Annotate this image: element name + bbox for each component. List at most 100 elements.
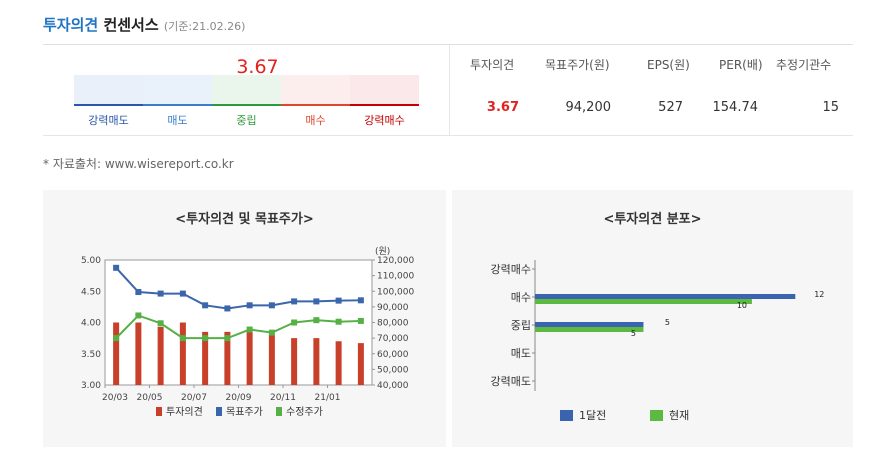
gauge-label-strong-buy: 강력매수 [364, 114, 405, 127]
legend-swatch [650, 410, 663, 421]
summary-header-per: PER(배) [719, 58, 763, 72]
target-price-point [179, 290, 186, 297]
adjusted-price-point [246, 326, 253, 333]
opinion-bar [268, 335, 275, 385]
summary-value-opinion: 3.67 [486, 100, 519, 115]
opinion-target-chart-title: <투자의견 및 목표주가> [175, 212, 314, 227]
category-label: 매도 [511, 347, 531, 360]
divider-bottom [43, 135, 853, 136]
gauge-label-buy: 매수 [305, 114, 326, 127]
category-label: 매수 [511, 291, 531, 304]
header-title-main: 투자의견 [43, 16, 99, 34]
section-header: 투자의견 컨센서스 (기준:21.02.26) [43, 14, 245, 35]
target-price-point [157, 290, 164, 297]
summary-header-opinion: 투자의견 [470, 58, 515, 72]
legend-swatch [560, 410, 573, 421]
legend-label: 투자의견 [166, 406, 203, 418]
bar-value-label: 12 [814, 290, 824, 299]
target-price-point [291, 298, 298, 305]
right-axis-tick-label: 120,000 [377, 256, 414, 266]
adjusted-price-point [335, 318, 342, 325]
adjusted-price-point [157, 320, 164, 327]
header-date: (기준:21.02.26) [163, 20, 246, 33]
gauge-segment-neutral [212, 75, 281, 106]
gauge-label-sell: 매도 [167, 114, 188, 127]
target-price-point [135, 289, 142, 296]
current-bar [535, 327, 644, 332]
left-axis-tick-label: 3.00 [81, 381, 101, 391]
opinion-bar [202, 331, 209, 385]
target-price-point [113, 264, 120, 271]
target-price-point [268, 302, 275, 309]
summary-value-analysts: 15 [822, 100, 839, 115]
x-axis-tick-label: 20/11 [270, 393, 296, 403]
category-label: 강력매도 [491, 375, 531, 388]
target-price-line [115, 267, 361, 310]
opinion-target-chart: 5.00 4.50 4.00 3.50 3.00 120,000 110,000 100,00… [81, 246, 415, 418]
right-axis-tick-label: 50,000 [377, 365, 409, 375]
summary-header-target: 목표주가(원) [545, 58, 610, 72]
x-axis-tick-label: 20/09 [226, 393, 252, 403]
bar-value-label: 10 [737, 301, 747, 310]
right-axis-tick-label: 40,000 [377, 381, 409, 391]
summary-value-per: 154.74 [712, 100, 759, 115]
summary-header-analysts: 추정기관수 [776, 58, 832, 72]
legend-label: 목표주가 [226, 406, 263, 418]
source-note: * 자료출처: www.wisereport.co.kr [43, 157, 234, 171]
opinion-distribution-chart-panel [452, 190, 853, 447]
opinion-bar [313, 338, 320, 385]
prev-month-bar [535, 294, 796, 299]
legend-label: 수정주가 [286, 406, 323, 418]
right-axis-unit: (원) [375, 246, 390, 257]
gauge-label-strong-sell: 강력매도 [88, 114, 129, 127]
target-price-point [335, 297, 342, 304]
opinion-bar [335, 341, 342, 385]
opinion-bar [246, 331, 253, 385]
adjusted-price-point [268, 329, 275, 336]
plot-area [104, 259, 373, 386]
summary-header-eps: EPS(원) [647, 58, 690, 72]
gauge-segment-buy [281, 75, 350, 106]
opinion-bar [157, 326, 164, 385]
legend-swatch [216, 407, 222, 416]
target-price-point [224, 305, 231, 312]
target-price-point [313, 298, 320, 305]
adjusted-price-point [113, 335, 120, 342]
gauge-label-neutral: 중립 [236, 114, 257, 127]
right-axis-tick-label: 80,000 [377, 319, 409, 329]
category-label: 중립 [511, 319, 531, 332]
x-axis-tick-label: 21/01 [315, 393, 341, 403]
gauge-segment-strong-sell [74, 75, 143, 106]
right-axis-tick-label: 110,000 [377, 272, 414, 282]
right-axis-tick-label: 100,000 [377, 287, 414, 297]
legend-swatch [156, 407, 162, 416]
legend-swatch [276, 407, 282, 416]
opinion-bar [291, 338, 298, 385]
bar-value-label: 5 [631, 329, 636, 338]
opinion-bar [224, 331, 231, 385]
adjusted-price-point [313, 317, 320, 324]
adjusted-price-point [135, 312, 142, 319]
target-price-point [246, 302, 253, 309]
target-price-point [357, 297, 364, 304]
gauge-segment-sell [143, 75, 212, 106]
right-axis-tick-label: 90,000 [377, 303, 409, 313]
opinion-distribution-chart-title: <투자의견 분포> [603, 212, 702, 227]
adjusted-price-point [179, 335, 186, 342]
bar-value-label: 5 [665, 318, 670, 327]
adjusted-price-point [202, 335, 209, 342]
gauge-value: 3.67 [236, 56, 279, 78]
gauge-segment-strong-buy [350, 75, 419, 106]
summary-divider [449, 45, 450, 135]
target-price-point [202, 302, 209, 309]
opinion-bar [135, 322, 142, 385]
adjusted-price-point [224, 335, 231, 342]
right-axis-tick-label: 60,000 [377, 350, 409, 360]
current-bar [535, 299, 752, 304]
legend-label: 1달전 [579, 409, 606, 422]
summary-value-target: 94,200 [565, 100, 612, 115]
category-label: 강력매수 [491, 263, 531, 276]
left-axis-tick-label: 4.50 [81, 287, 101, 297]
prev-month-bar [535, 322, 644, 327]
